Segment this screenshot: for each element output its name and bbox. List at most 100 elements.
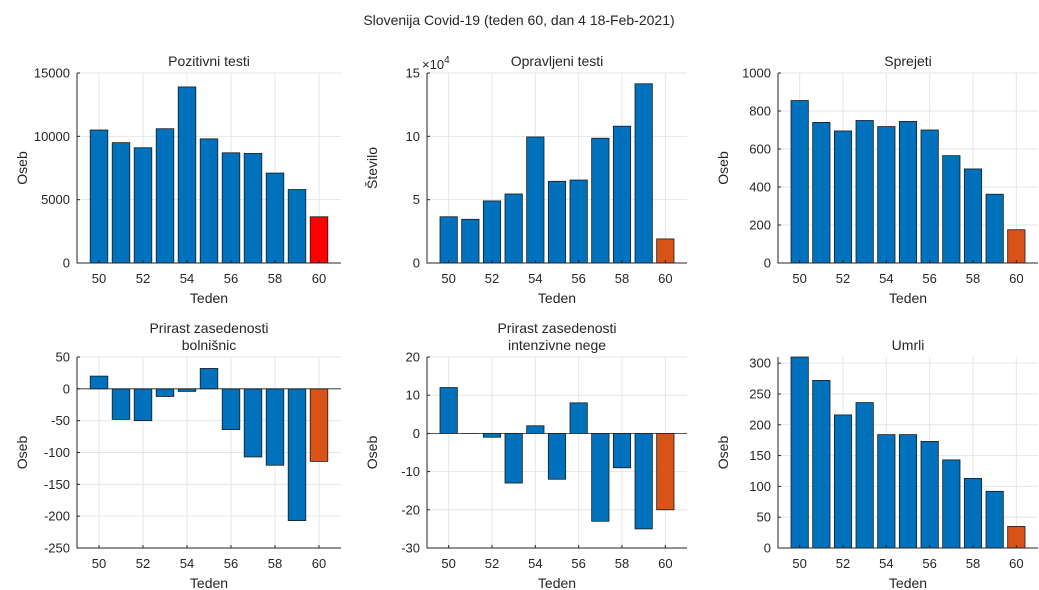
- x-tick-label: 58: [268, 556, 282, 571]
- y-tick-label: 15000: [34, 66, 70, 81]
- x-tick-label: 58: [615, 556, 629, 571]
- y-tick-label: 50: [56, 350, 70, 365]
- chart-title: intenzivne nege: [508, 337, 606, 353]
- bar: [898, 434, 918, 549]
- x-tick-label: 50: [92, 556, 106, 571]
- y-tick-label: 0: [63, 256, 70, 271]
- bar: [265, 172, 285, 264]
- bar: [877, 126, 896, 264]
- bar: [287, 189, 307, 264]
- chart-title: Prirast zasedenosti: [149, 320, 268, 336]
- y-axis-label: Oseb: [715, 151, 731, 185]
- bar: [612, 432, 632, 469]
- y-tick-label: 5: [413, 192, 420, 207]
- x-tick-label: 52: [136, 271, 150, 286]
- x-tick-label: 50: [441, 556, 455, 571]
- bar: [985, 193, 1004, 264]
- y-tick-label: 0: [764, 256, 771, 271]
- y-tick-label: 50: [757, 510, 771, 525]
- y-tick-label: 150: [749, 448, 771, 463]
- figure-title: Slovenija Covid-19 (teden 60, dan 4 18-F…: [363, 12, 674, 28]
- x-tick-label: 52: [836, 556, 850, 571]
- bar: [591, 137, 610, 264]
- bar: [482, 432, 502, 438]
- bar: [920, 441, 939, 549]
- chart-panel-2: 0 5 10 15 50 52 54 56 58 60 ×104 Opravljeni testi Te…: [364, 53, 687, 306]
- bar: [963, 168, 983, 264]
- x-tick-label: 56: [571, 271, 585, 286]
- y-tick-label: 400: [749, 180, 771, 195]
- x-tick-label: 60: [312, 271, 326, 286]
- x-tick-label: 60: [658, 556, 672, 571]
- bar: [812, 380, 831, 549]
- y-tick-label: -150: [44, 477, 70, 492]
- y-tick-label: 20: [406, 350, 420, 365]
- x-tick-label: 54: [180, 271, 194, 286]
- chart-title: Sprejeti: [884, 53, 931, 69]
- bar: [221, 152, 241, 264]
- y-tick-label: 10: [406, 129, 420, 144]
- y-tick-label: 0: [413, 426, 420, 441]
- bar: [591, 432, 610, 522]
- y-tick-label: 5000: [41, 192, 70, 207]
- x-tick-label: 52: [485, 271, 499, 286]
- chart-panel-5: -30 -20 -10 0 10 20 50 52 54 56 58 60 Prirast zasede…: [364, 320, 687, 590]
- chart-panel-4: -250 -200 -150 -100 -50 0 50 50 52 54 56 58 60 Priras…: [14, 320, 341, 590]
- bar: [833, 414, 853, 549]
- y-tick-label: 200: [749, 417, 771, 432]
- bar: [133, 147, 153, 264]
- y-tick-label: -30: [401, 541, 420, 556]
- bar: [569, 179, 588, 264]
- bar: [790, 356, 809, 549]
- x-tick-label: 58: [966, 271, 980, 286]
- bar: [504, 193, 523, 264]
- x-tick-label: 58: [268, 271, 282, 286]
- bar: [482, 200, 502, 264]
- bar: [89, 375, 109, 390]
- x-axis-label: Teden: [538, 290, 576, 306]
- bar: [265, 388, 285, 466]
- bar: [985, 490, 1004, 549]
- x-tick-label: 50: [92, 271, 106, 286]
- bar: [461, 218, 480, 264]
- x-tick-label: 56: [922, 556, 936, 571]
- bar: [155, 128, 175, 264]
- bar: [855, 120, 874, 264]
- bar: [877, 434, 896, 549]
- x-tick-label: 54: [180, 556, 194, 571]
- y-tick-label: -200: [44, 509, 70, 524]
- y-tick-label: -100: [44, 445, 70, 460]
- bar: [155, 388, 175, 397]
- x-tick-label: 54: [879, 271, 893, 286]
- bar: [439, 216, 458, 264]
- x-tick-label: 50: [792, 556, 806, 571]
- bar: [898, 121, 918, 264]
- y-axis-label: Oseb: [715, 436, 731, 470]
- x-tick-label: 54: [528, 271, 542, 286]
- y-tick-label: 100: [749, 479, 771, 494]
- x-tick-label: 56: [571, 556, 585, 571]
- x-tick-label: 50: [441, 271, 455, 286]
- bar: [855, 402, 874, 549]
- x-tick-label: 56: [224, 271, 238, 286]
- y-tick-label: 10000: [34, 129, 70, 144]
- bar: [526, 136, 545, 264]
- y-tick-label: 0: [413, 256, 420, 271]
- x-axis-label: Teden: [190, 575, 228, 590]
- bar: [199, 368, 219, 390]
- y-axis-label: Oseb: [14, 436, 30, 470]
- bar: [833, 130, 853, 264]
- bar: [547, 180, 567, 264]
- bar: [243, 153, 263, 264]
- y-tick-label: 800: [749, 104, 771, 119]
- bar: [656, 432, 675, 511]
- y-tick-label: 250: [749, 386, 771, 401]
- x-tick-label: 52: [485, 556, 499, 571]
- y-tick-label: -10: [401, 464, 420, 479]
- chart-title: Opravljeni testi: [511, 53, 604, 69]
- y-tick-label: 0: [764, 541, 771, 556]
- bar: [1007, 526, 1026, 549]
- bar: [133, 388, 153, 422]
